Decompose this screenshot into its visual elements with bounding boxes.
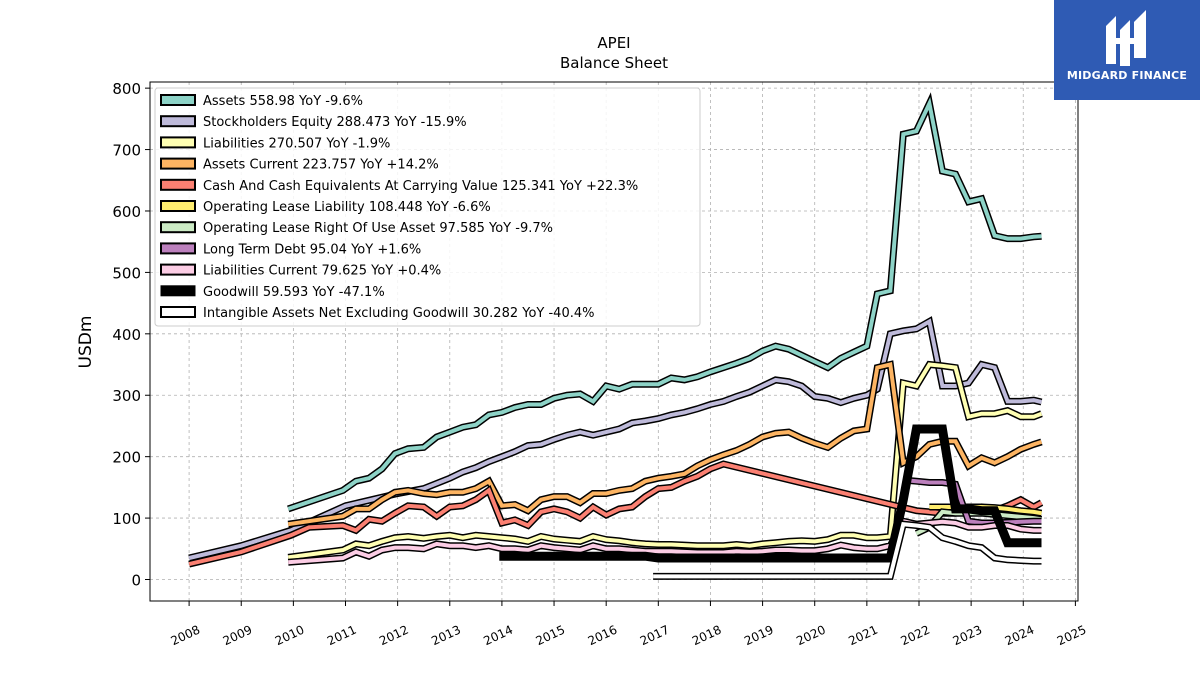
legend-swatch	[160, 242, 196, 255]
plot-frame	[149, 81, 1079, 602]
x-tick-label: 2009	[221, 623, 255, 649]
legend-swatch	[160, 263, 196, 276]
x-tick-label: 2015	[534, 623, 568, 649]
legend-label: Goodwill 59.593 YoY -47.1%	[203, 285, 385, 300]
legend-label: Liabilities Current 79.625 YoY +0.4%	[203, 264, 441, 279]
chart-title: APEI	[597, 34, 630, 52]
legend-swatch	[160, 157, 196, 170]
y-tick-label: 700	[112, 142, 141, 160]
series-goodwill	[499, 424, 1042, 563]
y-tick-label: 500	[112, 264, 141, 282]
y-tick-label: 300	[112, 387, 141, 405]
x-tick-label: 2022	[898, 623, 932, 649]
x-tick-label: 2018	[690, 623, 724, 649]
x-tick-label: 2021	[846, 623, 880, 649]
legend-swatch	[160, 94, 196, 106]
series-lines	[188, 92, 1044, 580]
legend-label: Stockholders Equity 288.473 YoY -15.9%	[203, 115, 467, 130]
y-axis-label: USDm	[76, 316, 96, 369]
x-tick-label: 2017	[638, 623, 672, 649]
y-tick-label: 100	[112, 510, 141, 528]
x-tick-label: 2010	[273, 623, 307, 649]
x-tick-label: 2023	[951, 623, 985, 649]
legend-swatch	[160, 115, 196, 128]
series-assets	[287, 92, 1042, 513]
legend-label: Operating Lease Liability 108.448 YoY -6…	[203, 200, 491, 215]
legend-label: Intangible Assets Net Excluding Goodwill…	[203, 306, 594, 321]
chart-subtitle: Balance Sheet	[560, 54, 668, 72]
midgard-logo-icon	[1106, 10, 1146, 66]
x-tick-label: 2025	[1055, 623, 1089, 649]
x-tick-label: 2012	[377, 623, 411, 649]
series-long-term-debt	[902, 476, 1042, 527]
legend: Assets 558.98 YoY -9.6% Stockholders Equi…	[154, 87, 701, 327]
y-tick-label: 600	[112, 203, 141, 221]
brand-name: MIDGARD FINANCE	[1066, 69, 1188, 82]
legend-label: Long Term Debt 95.04 YoY +1.6%	[203, 242, 421, 257]
x-tick-label: 2016	[586, 623, 620, 649]
brand-logo: MIDGARD FINANCE	[1054, 0, 1200, 100]
legend-label: Assets Current 223.757 YoY +14.2%	[203, 158, 439, 173]
y-tick-label: 400	[112, 326, 141, 344]
legend-label: Liabilities 270.507 YoY -1.9%	[203, 136, 390, 151]
x-tick-label: 2011	[325, 623, 359, 649]
x-tick-label: 2024	[1003, 623, 1037, 649]
series-intangible-assets-net-excluding-goodwill	[653, 520, 1042, 580]
legend-swatch	[160, 221, 196, 234]
series-liabilities	[287, 360, 1043, 561]
x-tick-label: 2014	[481, 623, 515, 649]
series-liabilities-current	[287, 517, 1042, 566]
y-tick-label: 0	[131, 572, 141, 590]
legend-label: Cash And Cash Equivalents At Carrying Va…	[203, 179, 638, 194]
series-stockholders-equity	[188, 316, 1043, 562]
legend-swatch	[160, 200, 196, 212]
series-assets-current	[287, 360, 1043, 528]
legend-label: Assets 558.98 YoY -9.6%	[203, 94, 363, 109]
legend-swatch	[160, 178, 196, 191]
legend-swatch	[160, 136, 196, 149]
x-tick-label: 2020	[794, 623, 828, 649]
legend-label: Operating Lease Right Of Use Asset 97.58…	[203, 221, 553, 236]
legend-box	[154, 87, 701, 327]
x-tick-label: 2019	[742, 623, 776, 649]
x-tick-label: 2013	[429, 623, 463, 649]
legend-swatch	[160, 285, 196, 297]
x-tick-label: 2008	[169, 623, 203, 649]
legend-swatch	[160, 306, 196, 318]
y-tick-label: 800	[112, 80, 141, 98]
y-tick-label: 200	[112, 449, 141, 467]
